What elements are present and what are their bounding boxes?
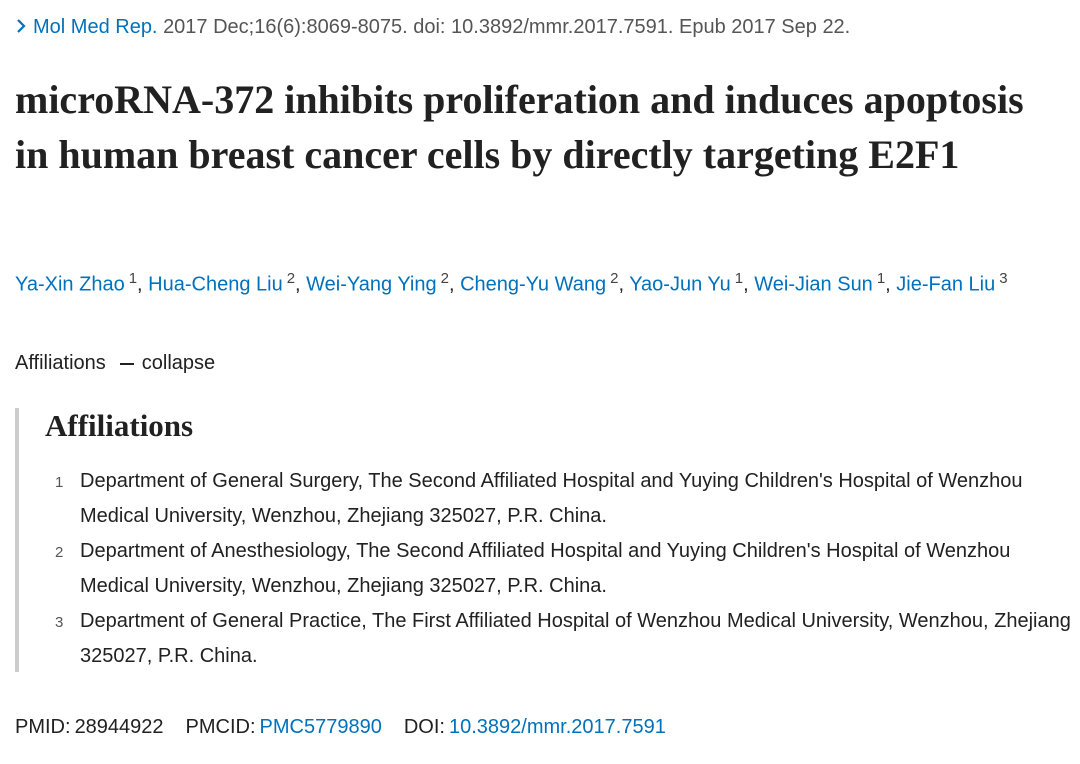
author-link[interactable]: Jie-Fan Liu [896, 273, 996, 296]
affiliation-item: 2 Department of Anesthesiology, The Secon… [19, 534, 1075, 604]
author-separator: , [448, 273, 455, 296]
pmid-label: PMID: [15, 716, 71, 738]
doi-label: DOI: [403, 716, 445, 738]
author-affiliation-number: 2 [286, 270, 296, 287]
pmcid-link[interactable]: PMC5779890 [259, 716, 382, 738]
chevron-icon [17, 19, 26, 33]
affiliation-item: 3 Department of General Practice, The Fir… [19, 604, 1075, 674]
collapse-icon [119, 362, 134, 365]
author-link[interactable]: Cheng-Yu Wang [460, 273, 607, 296]
toggle-label: Affiliations [15, 352, 106, 374]
affiliation-item: 1 Department of General Surgery, The Seco… [19, 464, 1075, 534]
journal-link[interactable]: Mol Med Rep. [33, 16, 158, 38]
affiliations-list: 1 Department of General Surgery, The Seco… [19, 464, 1079, 674]
author-separator: , [618, 273, 624, 296]
affiliation-text: Department of Anesthesiology, The Second… [80, 540, 1011, 597]
author-separator: , [137, 273, 143, 296]
article-title: microRNA-372 inhibits proliferation and … [15, 77, 1024, 177]
author-affiliation-number: 1 [734, 270, 744, 287]
author-separator: , [885, 273, 891, 296]
author-link[interactable]: Wei-Yang Ying [306, 273, 437, 296]
citation-details: 2017 Dec;16(6):8069-8075. doi: 10.3892/m… [163, 16, 851, 38]
affiliations-toggle[interactable]: Affiliations collapse [15, 352, 215, 375]
author-link[interactable]: Hua-Cheng Liu [148, 273, 283, 296]
affiliation-text: Department of General Surgery, The Secon… [80, 470, 1023, 527]
author-affiliation-number: 1 [876, 270, 886, 287]
author-affiliation-number: 1 [128, 270, 138, 287]
author-link[interactable]: Ya-Xin Zhao [15, 273, 125, 296]
doi-link[interactable]: 10.3892/mmr.2017.7591 [448, 716, 666, 738]
affiliation-text: Department of General Practice, The Firs… [80, 610, 1071, 667]
pmid: 28944922 [74, 716, 164, 738]
author-affiliation-number: 2 [610, 270, 619, 287]
author-list: Ya-Xin Zhao 1, Hua-Cheng Liu 2, Wei-Yang Y… [15, 262, 1070, 302]
citation: Mol Med Rep. 2017 Dec;16(6):8069-8075. d… [15, 16, 850, 39]
author-affiliation-number: 2 [440, 270, 449, 287]
author-separator: , [295, 273, 301, 296]
author-affiliation-number: 3 [999, 270, 1008, 287]
affiliation-number: 1 [55, 474, 64, 491]
affiliation-number: 3 [55, 614, 64, 631]
toggle-action: collapse [141, 352, 216, 374]
affiliations-panel: Affiliations 1 Department of General Surg… [15, 408, 1079, 672]
identifiers: PMID: 28944922 PMCID: PMC5779890 DOI: 10.3892… [15, 716, 666, 739]
affiliations-heading: Affiliations [45, 408, 194, 443]
pmcid-label: PMCID: [185, 716, 256, 738]
affiliation-number: 2 [55, 544, 64, 561]
author-link[interactable]: Yao-Jun Yu [629, 273, 731, 296]
author-separator: , [743, 273, 749, 296]
author-link[interactable]: Wei-Jian Sun [754, 273, 873, 296]
